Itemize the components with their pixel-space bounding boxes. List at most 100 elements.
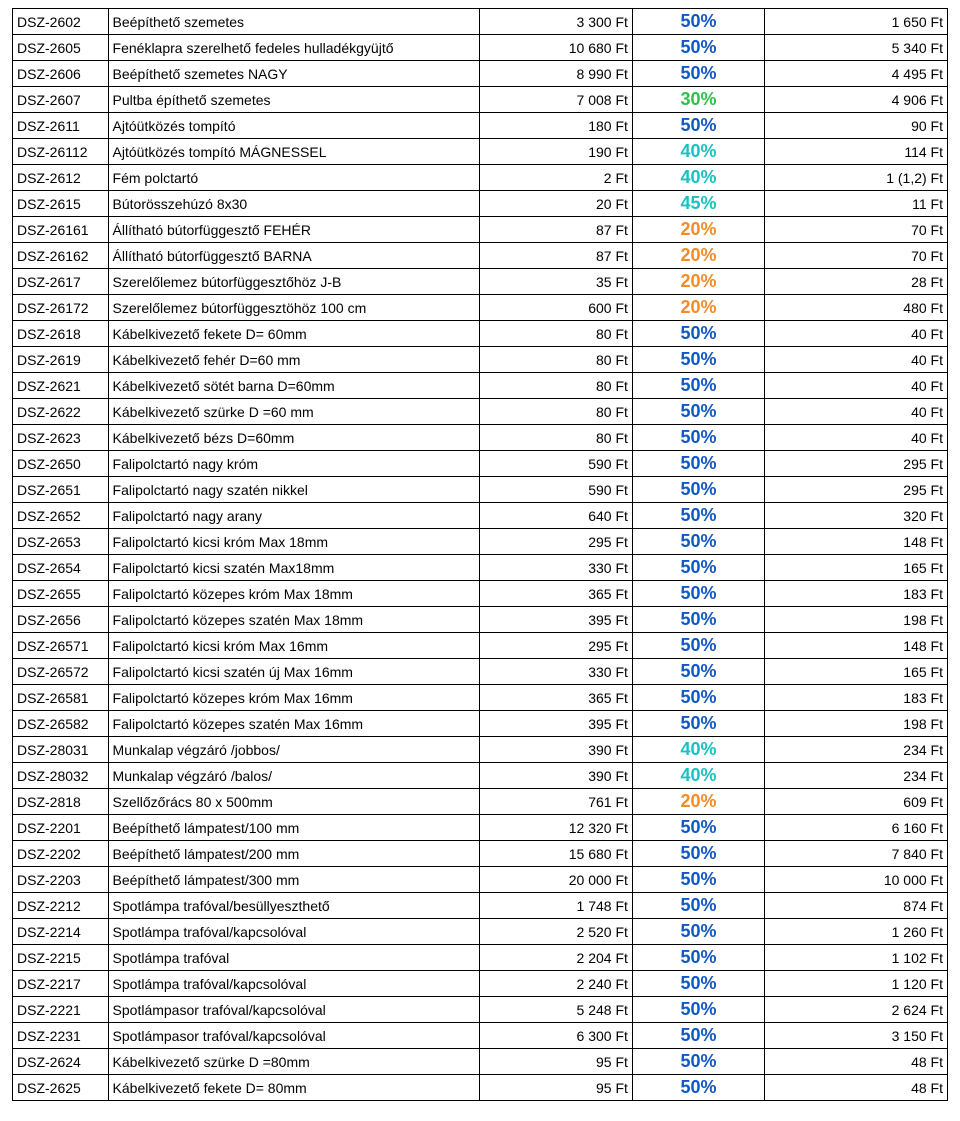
code-cell: DSZ-2217 — [13, 971, 109, 997]
desc-cell: Kábelkivezető szürke D =80mm — [108, 1049, 480, 1075]
code-cell: DSZ-26581 — [13, 685, 109, 711]
desc-cell: Szerelőlemez bútorfüggesztőhöz J-B — [108, 269, 480, 295]
code-cell: DSZ-2215 — [13, 945, 109, 971]
final-cell: 40 Ft — [765, 347, 948, 373]
desc-cell: Munkalap végzáró /jobbos/ — [108, 737, 480, 763]
discount-cell: 50% — [632, 503, 764, 529]
desc-cell: Munkalap végzáró /balos/ — [108, 763, 480, 789]
table-row: DSZ-2621Kábelkivezető sötét barna D=60mm… — [13, 373, 948, 399]
discount-cell: 50% — [632, 841, 764, 867]
final-cell: 1 650 Ft — [765, 9, 948, 35]
code-cell: DSZ-2231 — [13, 1023, 109, 1049]
code-cell: DSZ-2607 — [13, 87, 109, 113]
discount-cell: 50% — [632, 321, 764, 347]
price-cell: 761 Ft — [480, 789, 632, 815]
final-cell: 874 Ft — [765, 893, 948, 919]
desc-cell: Falipolctartó kicsi króm Max 16mm — [108, 633, 480, 659]
table-row: DSZ-2202Beépíthető lámpatest/200 mm15 68… — [13, 841, 948, 867]
final-cell: 4 906 Ft — [765, 87, 948, 113]
price-cell: 5 248 Ft — [480, 997, 632, 1023]
price-cell: 87 Ft — [480, 243, 632, 269]
discount-cell: 50% — [632, 893, 764, 919]
final-cell: 198 Ft — [765, 607, 948, 633]
discount-cell: 50% — [632, 529, 764, 555]
code-cell: DSZ-2622 — [13, 399, 109, 425]
final-cell: 148 Ft — [765, 529, 948, 555]
final-cell: 28 Ft — [765, 269, 948, 295]
desc-cell: Fenéklapra szerelhető fedeles hulladékgy… — [108, 35, 480, 61]
desc-cell: Falipolctartó közepes króm Max 18mm — [108, 581, 480, 607]
code-cell: DSZ-2606 — [13, 61, 109, 87]
final-cell: 1 102 Ft — [765, 945, 948, 971]
desc-cell: Kábelkivezető szürke D =60 mm — [108, 399, 480, 425]
table-row: DSZ-26172Szerelőlemez bútorfüggesztöhöz … — [13, 295, 948, 321]
price-cell: 80 Ft — [480, 321, 632, 347]
desc-cell: Kábelkivezető fehér D=60 mm — [108, 347, 480, 373]
table-row: DSZ-28032Munkalap végzáró /balos/390 Ft4… — [13, 763, 948, 789]
discount-cell: 45% — [632, 191, 764, 217]
price-cell: 365 Ft — [480, 581, 632, 607]
price-cell: 7 008 Ft — [480, 87, 632, 113]
price-cell: 295 Ft — [480, 633, 632, 659]
discount-cell: 50% — [632, 347, 764, 373]
final-cell: 609 Ft — [765, 789, 948, 815]
desc-cell: Állítható bútorfüggesztő BARNA — [108, 243, 480, 269]
table-row: DSZ-26112Ajtóütközés tompító MÁGNESSEL19… — [13, 139, 948, 165]
discount-cell: 50% — [632, 477, 764, 503]
code-cell: DSZ-26172 — [13, 295, 109, 321]
price-cell: 95 Ft — [480, 1075, 632, 1101]
price-cell: 20 Ft — [480, 191, 632, 217]
table-row: DSZ-26581Falipolctartó közepes króm Max … — [13, 685, 948, 711]
desc-cell: Kábelkivezető bézs D=60mm — [108, 425, 480, 451]
code-cell: DSZ-2650 — [13, 451, 109, 477]
discount-cell: 50% — [632, 815, 764, 841]
final-cell: 1 (1,2) Ft — [765, 165, 948, 191]
code-cell: DSZ-2818 — [13, 789, 109, 815]
price-cell: 365 Ft — [480, 685, 632, 711]
table-row: DSZ-2654Falipolctartó kicsi szatén Max18… — [13, 555, 948, 581]
discount-cell: 50% — [632, 1075, 764, 1101]
desc-cell: Fém polctartó — [108, 165, 480, 191]
table-row: DSZ-26582Falipolctartó közepes szatén Ma… — [13, 711, 948, 737]
discount-cell: 50% — [632, 373, 764, 399]
price-table: DSZ-2602Beépíthető szemetes3 300 Ft50%1 … — [12, 8, 948, 1101]
final-cell: 320 Ft — [765, 503, 948, 529]
discount-cell: 50% — [632, 35, 764, 61]
discount-cell: 20% — [632, 789, 764, 815]
discount-cell: 50% — [632, 581, 764, 607]
price-cell: 600 Ft — [480, 295, 632, 321]
desc-cell: Falipolctartó közepes szatén Max 18mm — [108, 607, 480, 633]
final-cell: 234 Ft — [765, 737, 948, 763]
final-cell: 90 Ft — [765, 113, 948, 139]
discount-cell: 50% — [632, 1049, 764, 1075]
table-row: DSZ-2655Falipolctartó közepes króm Max 1… — [13, 581, 948, 607]
table-row: DSZ-2615Bútorösszehúzó 8x3020 Ft45%11 Ft — [13, 191, 948, 217]
table-row: DSZ-2612Fém polctartó2 Ft40%1 (1,2) Ft — [13, 165, 948, 191]
table-row: DSZ-2619Kábelkivezető fehér D=60 mm80 Ft… — [13, 347, 948, 373]
final-cell: 480 Ft — [765, 295, 948, 321]
table-row: DSZ-2656Falipolctartó közepes szatén Max… — [13, 607, 948, 633]
price-cell: 590 Ft — [480, 477, 632, 503]
code-cell: DSZ-2623 — [13, 425, 109, 451]
price-cell: 1 748 Ft — [480, 893, 632, 919]
desc-cell: Spotlámpa trafóval/besüllyeszthető — [108, 893, 480, 919]
desc-cell: Beépíthető lámpatest/300 mm — [108, 867, 480, 893]
table-row: DSZ-26161Állítható bútorfüggesztő FEHÉR8… — [13, 217, 948, 243]
code-cell: DSZ-2221 — [13, 997, 109, 1023]
desc-cell: Falipolctartó nagy króm — [108, 451, 480, 477]
final-cell: 234 Ft — [765, 763, 948, 789]
desc-cell: Falipolctartó nagy szatén nikkel — [108, 477, 480, 503]
code-cell: DSZ-2617 — [13, 269, 109, 295]
desc-cell: Falipolctartó kicsi szatén új Max 16mm — [108, 659, 480, 685]
code-cell: DSZ-2214 — [13, 919, 109, 945]
final-cell: 1 120 Ft — [765, 971, 948, 997]
price-cell: 390 Ft — [480, 737, 632, 763]
desc-cell: Spotlámpasor trafóval/kapcsolóval — [108, 997, 480, 1023]
desc-cell: Spotlámpa trafóval/kapcsolóval — [108, 919, 480, 945]
price-cell: 35 Ft — [480, 269, 632, 295]
final-cell: 165 Ft — [765, 659, 948, 685]
price-cell: 395 Ft — [480, 711, 632, 737]
desc-cell: Beépíthető lámpatest/200 mm — [108, 841, 480, 867]
table-row: DSZ-2607Pultba építhető szemetes7 008 Ft… — [13, 87, 948, 113]
table-row: DSZ-2624Kábelkivezető szürke D =80mm95 F… — [13, 1049, 948, 1075]
